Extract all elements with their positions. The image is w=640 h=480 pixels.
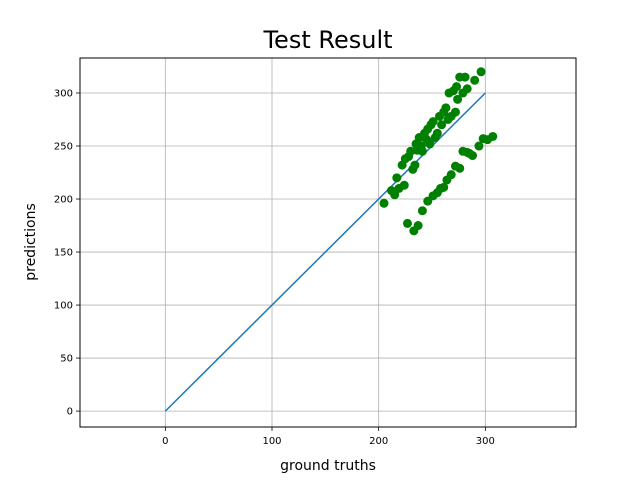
y-tick-label: 50 <box>60 354 73 365</box>
chart-title: Test Result <box>262 26 392 54</box>
data-point <box>470 75 480 85</box>
data-point <box>452 82 462 92</box>
data-point <box>392 173 402 183</box>
data-point <box>462 84 472 94</box>
y-axis-ticks: 0 50 100 150 200 250 300 <box>54 88 80 418</box>
x-tick-label: 200 <box>369 436 388 447</box>
data-point <box>390 190 400 200</box>
data-point <box>410 160 420 170</box>
x-axis-ticks: 0 100 200 300 <box>162 427 495 447</box>
data-point <box>468 151 478 161</box>
data-points <box>379 67 498 236</box>
data-point <box>441 103 451 113</box>
plot-frame <box>79 57 577 428</box>
data-point <box>428 117 438 127</box>
x-tick-label: 100 <box>262 436 281 447</box>
data-point <box>425 139 435 149</box>
data-point <box>437 120 447 130</box>
y-tick-label: 150 <box>54 248 73 259</box>
data-point <box>474 141 484 151</box>
data-point <box>417 206 427 216</box>
data-point <box>460 72 470 82</box>
y-axis-label: predictions <box>23 203 39 281</box>
data-point <box>450 107 460 117</box>
data-point <box>446 170 456 180</box>
grid <box>80 58 576 427</box>
y-tick-label: 0 <box>67 407 73 418</box>
y-tick-label: 200 <box>54 195 73 206</box>
data-point <box>413 221 423 231</box>
data-point <box>488 131 498 141</box>
data-point <box>417 146 427 156</box>
data-point <box>476 67 486 77</box>
data-point <box>455 163 465 173</box>
data-point <box>402 218 412 228</box>
data-point <box>399 180 409 190</box>
y-tick-label: 250 <box>54 142 73 153</box>
data-point <box>439 182 449 192</box>
x-tick-label: 300 <box>476 436 495 447</box>
x-tick-label: 0 <box>162 436 168 447</box>
y-tick-label: 100 <box>54 301 73 312</box>
x-axis-label: ground truths <box>280 458 376 474</box>
data-point <box>453 94 463 104</box>
y-tick-label: 300 <box>54 88 73 99</box>
data-point <box>379 198 389 208</box>
data-point <box>432 128 442 138</box>
